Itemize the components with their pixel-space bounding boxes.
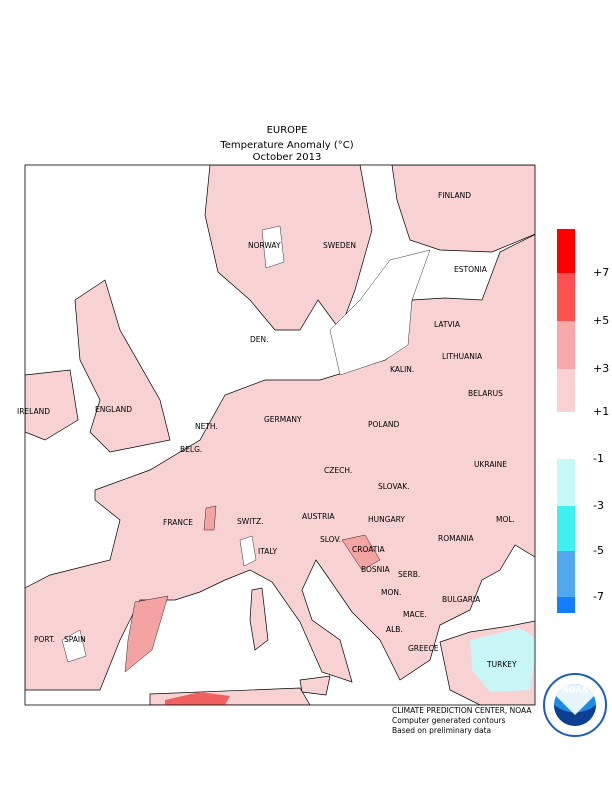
- country-label: MON.: [381, 588, 401, 597]
- legend-swatch: [557, 273, 575, 321]
- country-label: CROATIA: [352, 545, 386, 554]
- legend-swatch: [557, 459, 575, 506]
- france-anomaly: [203, 505, 217, 531]
- legend-swatch: [557, 506, 575, 551]
- scandinavia: [204, 165, 373, 331]
- legend-label: -5: [593, 544, 604, 557]
- legend-swatch: [557, 412, 575, 459]
- country-label: UKRAINE: [474, 460, 507, 469]
- country-label: ALB.: [386, 625, 403, 634]
- country-label: SPAIN: [64, 635, 86, 644]
- country-label: NETH.: [195, 422, 218, 431]
- legend-label: +3: [593, 362, 609, 375]
- country-label: BELG.: [180, 445, 202, 454]
- country-label: HUNGARY: [368, 515, 405, 524]
- country-label: TURKEY: [486, 660, 517, 669]
- country-label: FRANCE: [163, 518, 193, 527]
- period: October 2013: [253, 152, 322, 163]
- country-label: ENGLAND: [95, 405, 132, 414]
- legend-label: -7: [593, 590, 604, 603]
- legend-label: +7: [593, 266, 609, 279]
- country-label: POLAND: [368, 420, 400, 429]
- country-label: BULGARIA: [442, 595, 481, 604]
- country-label: NORWAY: [248, 241, 281, 250]
- country-label: CZECH.: [324, 466, 352, 475]
- footer-line: Computer generated contours: [392, 716, 506, 725]
- croatia-anomaly: [341, 534, 381, 571]
- spain-interior: [61, 629, 87, 663]
- country-label: MACE.: [403, 610, 427, 619]
- country-label: GERMANY: [264, 415, 302, 424]
- logo-wave: [554, 705, 596, 726]
- country-label: DEN.: [250, 335, 269, 344]
- footer-line: CLIMATE PREDICTION CENTER, NOAA: [392, 706, 532, 715]
- legend-swatch: [557, 229, 575, 273]
- country-label: SERB.: [398, 570, 420, 579]
- country-label: IRELAND: [17, 407, 50, 416]
- country-label: BELARUS: [468, 389, 503, 398]
- legend: +7 +5 +3 +1 -1 -3 -5 -7: [557, 229, 609, 613]
- legend-label: -3: [593, 499, 604, 512]
- noaa-logo: NOAA: [543, 673, 607, 737]
- alps: [239, 535, 257, 567]
- country-label: BOSNIA: [361, 565, 390, 574]
- subtitle: Temperature Anomaly (°C): [219, 140, 353, 151]
- africa-anomaly: [165, 692, 230, 705]
- cool-anomaly: [470, 628, 535, 692]
- country-label: SLOVAK.: [378, 482, 410, 491]
- footer-line: Based on preliminary data: [392, 726, 491, 735]
- legend-swatch: [557, 369, 575, 412]
- country-label: PORT.: [34, 635, 55, 644]
- country-label: ITALY: [258, 547, 278, 556]
- legend-swatch: [557, 551, 575, 597]
- baltic-sea: [329, 249, 431, 376]
- country-label: SWEDEN: [323, 241, 356, 250]
- legend-label: +5: [593, 314, 609, 327]
- legend-label: +1: [593, 405, 609, 418]
- ireland: [25, 369, 79, 441]
- country-label: LITHUANIA: [442, 352, 483, 361]
- country-label: AUSTRIA: [302, 512, 335, 521]
- country-label: FINLAND: [438, 191, 471, 200]
- country-label: ROMANIA: [438, 534, 475, 543]
- map-frame: [24, 164, 536, 706]
- sicily: [299, 675, 331, 696]
- country-label: LATVIA: [434, 320, 461, 329]
- country-label: MOL.: [496, 515, 515, 524]
- finland: [391, 165, 535, 253]
- map: FINLAND NORWAY SWEDEN ESTONIA LATVIA DEN. LITH…: [17, 164, 536, 706]
- logo-bird: [556, 683, 594, 715]
- norway-interior: [261, 225, 285, 269]
- legend-label: -1: [593, 452, 604, 465]
- britain: [74, 279, 171, 453]
- legend-swatch: [557, 321, 575, 369]
- country-label: SWITZ.: [237, 517, 264, 526]
- logo-text: NOAA: [562, 686, 588, 695]
- country-label: KALIN.: [390, 365, 414, 374]
- country-label: SLOV.: [320, 535, 341, 544]
- spain-anomaly: [124, 595, 169, 673]
- corsica-sardinia: [249, 587, 269, 651]
- legend-swatch: [557, 597, 575, 613]
- title: EUROPE: [267, 125, 308, 136]
- country-label: ESTONIA: [454, 265, 488, 274]
- country-label: GREECE: [408, 644, 439, 653]
